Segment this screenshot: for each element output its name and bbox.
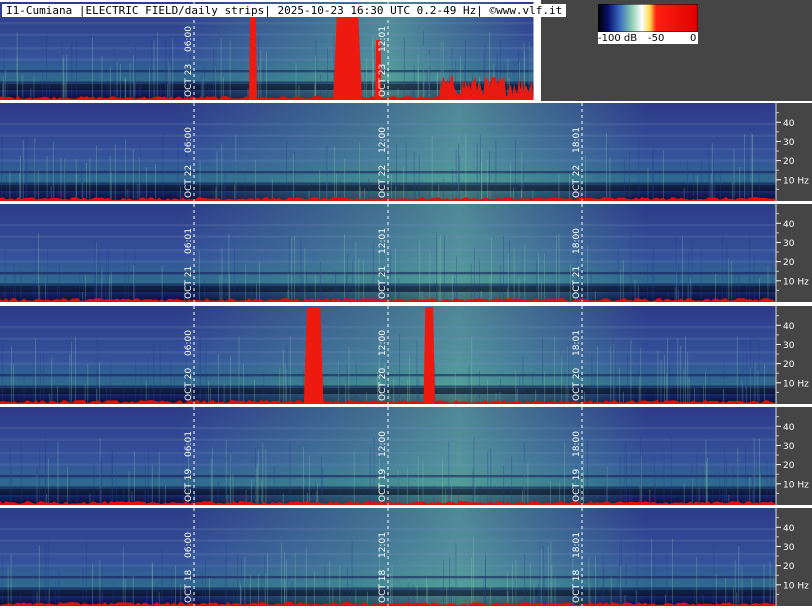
- strip-date-label: OCT 20: [378, 367, 388, 400]
- time-label: 06:00: [184, 127, 194, 153]
- y-tick-label: 30: [783, 138, 795, 148]
- time-label: 12:01: [378, 26, 388, 52]
- y-tick-label: 40: [783, 524, 795, 534]
- y-tick-label: 10 Hz: [783, 379, 809, 389]
- frequency-axis: 40 30 20 10 Hz: [775, 204, 812, 303]
- strip-date-label: OCT 19: [378, 468, 388, 501]
- red-bursts: [248, 3, 534, 100]
- time-label: 18:01: [572, 127, 582, 153]
- strip-date-label: OCT 18: [184, 570, 194, 603]
- frequency-axis: 40 30 20 10 Hz: [775, 103, 812, 202]
- y-tick-label: 10 Hz: [783, 177, 809, 187]
- horizontal-bands: [0, 21, 534, 90]
- strip-separator: [0, 606, 812, 608]
- y-tick-label: 10 Hz: [783, 480, 809, 490]
- frequency-axis: 40 30 20 10 Hz: [775, 305, 812, 404]
- y-tick-label: 40: [783, 321, 795, 331]
- y-tick-label: 20: [783, 157, 795, 167]
- strip-plot: OCT 19 06:01 OCT 19 12:00 OCT 19 18:00 40 30 20 1…: [0, 406, 812, 507]
- time-label: 06:00: [184, 329, 194, 355]
- strip-date-label: OCT 20: [184, 367, 194, 400]
- strip-plot: OCT 22 06:00 OCT 22 12:00 OCT 22 18:01 40 30 20 1…: [0, 103, 812, 204]
- strip-date-label: OCT 23: [184, 64, 194, 97]
- colorbar-label-max: 0: [690, 33, 697, 44]
- day-strip: OCT 21 06:01 OCT 21 12:01 OCT 21 18:00 40 30 20 1…: [0, 204, 812, 305]
- strip-separator: [0, 302, 812, 305]
- y-tick-label: 10 Hz: [783, 581, 809, 591]
- noise-streaks: [9, 435, 772, 505]
- red-bursts: [303, 306, 435, 404]
- y-tick-label: 30: [783, 442, 795, 452]
- strip-date-label: OCT 19: [184, 468, 194, 501]
- strip-date-label: OCT 21: [184, 266, 194, 299]
- day-strip: OCT 20 06:00 OCT 20 12:00 OCT 20 18:01 40 30 20 1…: [0, 305, 812, 406]
- time-label: 06:00: [184, 532, 194, 558]
- strip-separator: [0, 201, 812, 204]
- strip-separator: [0, 504, 812, 507]
- strip-plot: OCT 21 06:01 OCT 21 12:01 OCT 21 18:00 40 30 20 1…: [0, 204, 812, 305]
- frequency-axis: 40 30 20 10 Hz: [775, 508, 812, 606]
- strip-date-label: OCT 19: [572, 468, 582, 501]
- frequency-axis: 40 30 20 10 Hz: [775, 406, 812, 505]
- y-tick-label: 40: [783, 220, 795, 230]
- y-tick-label: 20: [783, 461, 795, 471]
- strip-date-label: OCT 18: [378, 570, 388, 603]
- strip-date-label: OCT 22: [378, 165, 388, 198]
- strip-date-label: OCT 22: [184, 165, 194, 198]
- time-label: 06:01: [184, 228, 194, 254]
- time-label: 12:00: [378, 127, 388, 153]
- noise-streaks: [3, 233, 774, 303]
- time-label: 12:00: [378, 329, 388, 355]
- time-label: 18:00: [572, 431, 582, 457]
- y-tick-label: 40: [783, 119, 795, 129]
- y-tick-label: 20: [783, 259, 795, 269]
- strip-date-label: OCT 18: [572, 570, 582, 603]
- day-strip: OCT 18 06:00 OCT 18 12:01 OCT 18 18:01 40 30 20 1…: [0, 508, 812, 608]
- y-tick-label: 30: [783, 543, 795, 553]
- strip-separator: [0, 403, 812, 406]
- y-tick-label: 40: [783, 423, 795, 433]
- day-strip: OCT 19 06:01 OCT 19 12:00 OCT 19 18:00 40 30 20 1…: [0, 406, 812, 507]
- time-label: 12:01: [378, 228, 388, 254]
- strip-date-label: OCT 20: [572, 367, 582, 400]
- colorbar: -100 dB -50 0: [598, 4, 698, 44]
- colorbar-label-min: -100 dB: [598, 33, 638, 44]
- day-strip: OCT 22 06:00 OCT 22 12:00 OCT 22 18:01 40 30 20 1…: [0, 103, 812, 204]
- colorbar-label-mid: -50: [648, 33, 665, 44]
- low-frequency-noise: [0, 96, 534, 100]
- strip-date-label: OCT 21: [378, 266, 388, 299]
- noise-streaks: [2, 536, 775, 606]
- time-label: 18:01: [572, 330, 582, 356]
- time-label: 12:00: [378, 431, 388, 457]
- strip-date-label: OCT 22: [572, 165, 582, 198]
- time-label: 18:00: [572, 228, 582, 254]
- time-label: 06:00: [184, 26, 194, 52]
- strip-plot: OCT 18 06:00 OCT 18 12:01 OCT 18 18:01 40 30 20 1…: [0, 508, 812, 608]
- strip-date-label: OCT 21: [572, 266, 582, 299]
- colorbar-gradient: [598, 4, 698, 32]
- y-tick-label: 20: [783, 360, 795, 370]
- strip-plot: OCT 20 06:00 OCT 20 12:00 OCT 20 18:01 40 30 20 1…: [0, 305, 812, 406]
- noise-streaks: [1, 132, 760, 202]
- time-label: 18:01: [572, 532, 582, 558]
- y-tick-label: 10 Hz: [783, 278, 809, 288]
- strip-separator: [0, 100, 812, 102]
- strip-date-label: OCT 23: [378, 64, 388, 97]
- y-tick-label: 30: [783, 341, 795, 351]
- chart-title: I1-Cumiana |ELECTRIC FIELD/daily strips|…: [2, 4, 567, 17]
- y-tick-label: 30: [783, 239, 795, 249]
- time-label: 06:01: [184, 431, 194, 457]
- y-tick-label: 20: [783, 562, 795, 572]
- time-label: 12:01: [378, 532, 388, 558]
